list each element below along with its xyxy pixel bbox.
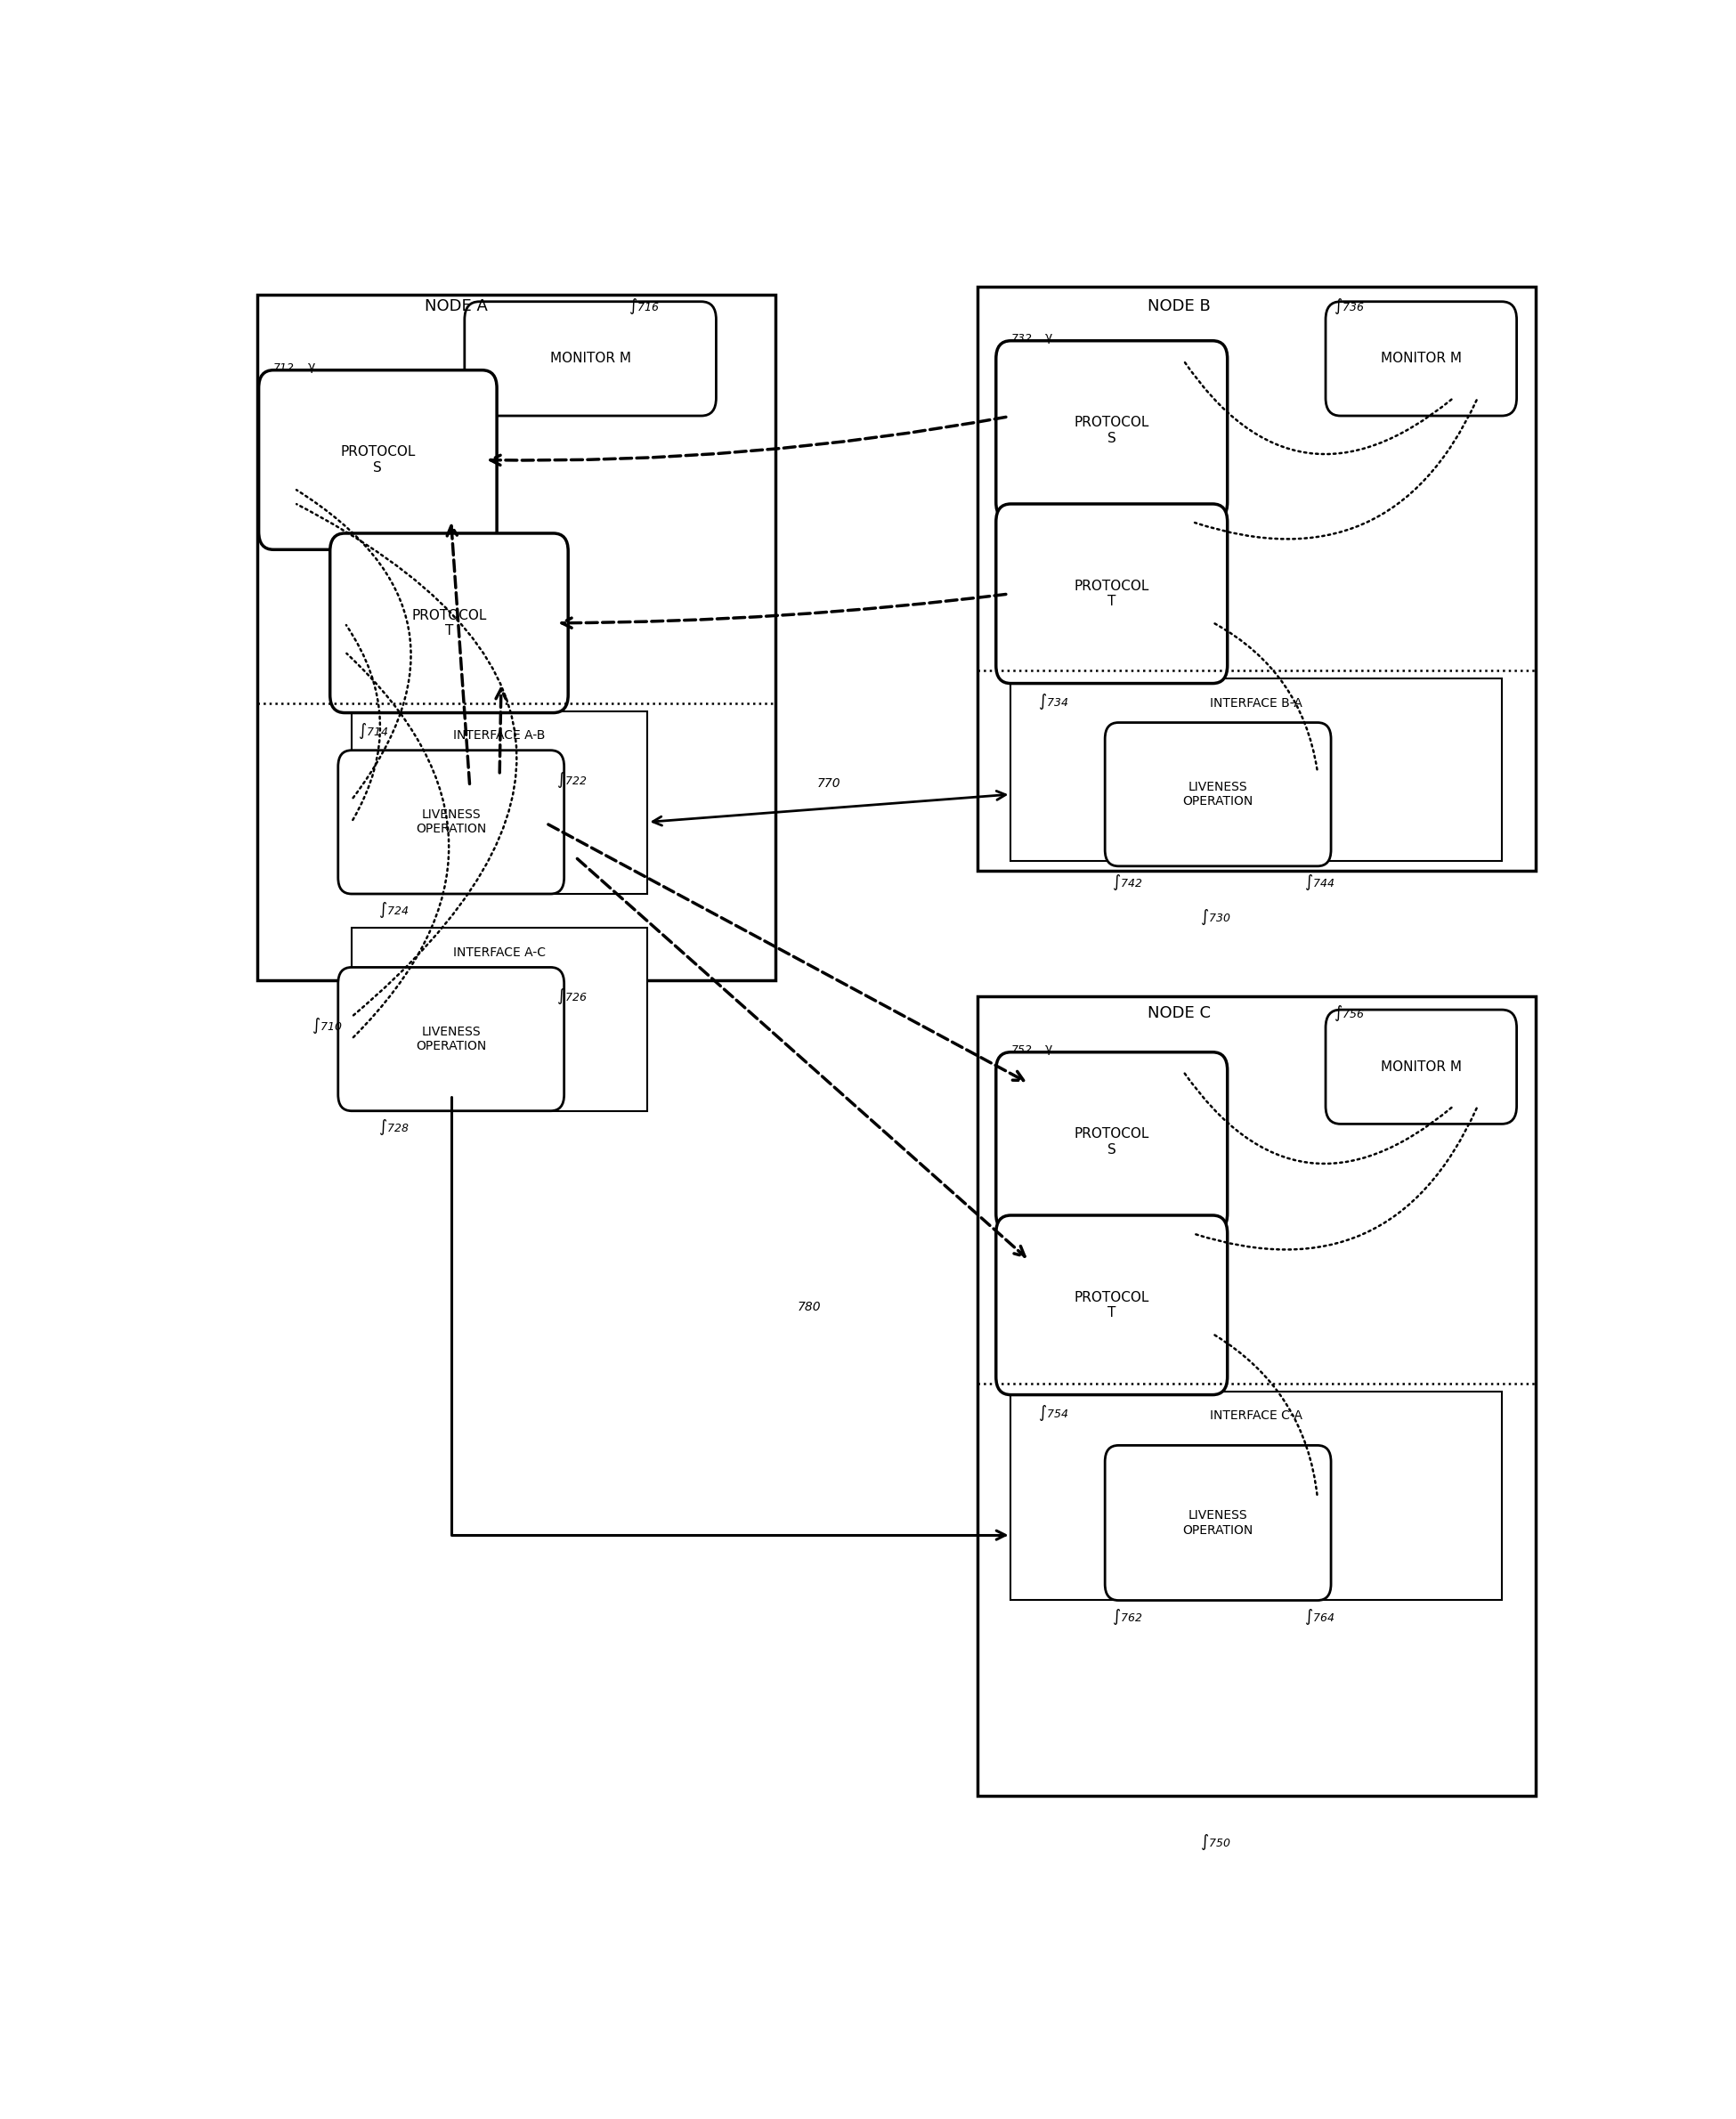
Text: MONITOR M: MONITOR M — [1380, 1060, 1462, 1074]
FancyBboxPatch shape — [996, 504, 1227, 684]
Text: 770: 770 — [818, 778, 840, 790]
FancyBboxPatch shape — [330, 534, 568, 712]
Text: NODE C: NODE C — [1147, 1004, 1210, 1021]
FancyArrowPatch shape — [496, 689, 505, 773]
Text: PROTOCOL
T: PROTOCOL T — [1075, 1290, 1149, 1320]
FancyArrowPatch shape — [448, 526, 469, 784]
FancyArrowPatch shape — [562, 593, 1005, 627]
Text: PROTOCOL
T: PROTOCOL T — [1075, 578, 1149, 608]
Text: INTERFACE B-A: INTERFACE B-A — [1210, 697, 1302, 710]
Text: LIVENESS
OPERATION: LIVENESS OPERATION — [1182, 1509, 1253, 1536]
FancyArrowPatch shape — [549, 824, 1024, 1081]
Text: 752: 752 — [1010, 1045, 1033, 1055]
Text: PROTOCOL
S: PROTOCOL S — [1075, 415, 1149, 445]
Text: $\mathsf{\gamma}$: $\mathsf{\gamma}$ — [1045, 333, 1054, 345]
Text: MONITOR M: MONITOR M — [550, 352, 630, 364]
Text: $\mathsf{\int}$728: $\mathsf{\int}$728 — [378, 1117, 410, 1138]
Text: LIVENESS
OPERATION: LIVENESS OPERATION — [417, 1026, 486, 1053]
Text: INTERFACE A-B: INTERFACE A-B — [453, 729, 545, 742]
Bar — [351, 712, 648, 894]
FancyBboxPatch shape — [465, 301, 717, 415]
Text: $\mathsf{\int}$714: $\mathsf{\int}$714 — [358, 720, 389, 740]
Text: NODE B: NODE B — [1147, 299, 1210, 314]
Bar — [1010, 678, 1502, 860]
Text: 780: 780 — [797, 1301, 821, 1314]
FancyBboxPatch shape — [339, 966, 564, 1110]
FancyBboxPatch shape — [996, 341, 1227, 521]
Text: LIVENESS
OPERATION: LIVENESS OPERATION — [1182, 782, 1253, 807]
FancyArrowPatch shape — [491, 417, 1005, 464]
Text: $\mathsf{\int}$742: $\mathsf{\int}$742 — [1111, 873, 1142, 892]
Text: $\mathsf{\int}$736: $\mathsf{\int}$736 — [1333, 297, 1364, 316]
Bar — [1010, 1392, 1502, 1600]
FancyArrowPatch shape — [578, 858, 1024, 1257]
Text: $\mathsf{\int}$716: $\mathsf{\int}$716 — [628, 297, 660, 316]
Text: $\mathsf{\gamma}$: $\mathsf{\gamma}$ — [307, 362, 316, 375]
Text: $\mathsf{\int}$756: $\mathsf{\int}$756 — [1333, 1002, 1364, 1023]
Text: MONITOR M: MONITOR M — [1380, 352, 1462, 364]
Bar — [977, 996, 1535, 1797]
Text: $\mathsf{\int}$730: $\mathsf{\int}$730 — [1201, 907, 1231, 926]
Text: $\mathsf{\int}$754: $\mathsf{\int}$754 — [1038, 1403, 1068, 1422]
Text: INTERFACE C-A: INTERFACE C-A — [1210, 1409, 1302, 1422]
Text: NODE A: NODE A — [425, 299, 488, 314]
FancyBboxPatch shape — [1326, 1011, 1517, 1123]
FancyBboxPatch shape — [1106, 1445, 1332, 1600]
Text: $\mathsf{\int}$762: $\mathsf{\int}$762 — [1111, 1606, 1142, 1627]
Text: $\mathsf{\int}$724: $\mathsf{\int}$724 — [378, 901, 410, 920]
Bar — [977, 286, 1535, 871]
Text: PROTOCOL
T: PROTOCOL T — [411, 608, 486, 638]
Text: $\mathsf{\int}$764: $\mathsf{\int}$764 — [1304, 1606, 1335, 1627]
Text: 732: 732 — [1010, 333, 1033, 345]
FancyBboxPatch shape — [996, 1216, 1227, 1394]
Text: LIVENESS
OPERATION: LIVENESS OPERATION — [417, 809, 486, 835]
Text: $\mathsf{\int}$726: $\mathsf{\int}$726 — [556, 987, 587, 1007]
Text: PROTOCOL
S: PROTOCOL S — [340, 445, 415, 475]
Text: PROTOCOL
S: PROTOCOL S — [1075, 1127, 1149, 1157]
Text: 712: 712 — [274, 362, 295, 375]
FancyBboxPatch shape — [1326, 301, 1517, 415]
Text: $\mathsf{\int}$710: $\mathsf{\int}$710 — [311, 1017, 342, 1036]
FancyBboxPatch shape — [996, 1053, 1227, 1231]
Text: $\mathsf{\gamma}$: $\mathsf{\gamma}$ — [1045, 1045, 1054, 1057]
Bar — [351, 928, 648, 1110]
Text: $\mathsf{\int}$734: $\mathsf{\int}$734 — [1038, 691, 1068, 712]
Text: INTERFACE A-C: INTERFACE A-C — [453, 947, 545, 960]
Bar — [257, 295, 776, 981]
FancyBboxPatch shape — [259, 371, 496, 549]
Text: $\mathsf{\int}$722: $\mathsf{\int}$722 — [556, 769, 587, 790]
Text: $\mathsf{\int}$744: $\mathsf{\int}$744 — [1304, 873, 1335, 892]
FancyBboxPatch shape — [339, 750, 564, 894]
Text: $\mathsf{\int}$750: $\mathsf{\int}$750 — [1201, 1833, 1231, 1852]
FancyBboxPatch shape — [1106, 723, 1332, 867]
